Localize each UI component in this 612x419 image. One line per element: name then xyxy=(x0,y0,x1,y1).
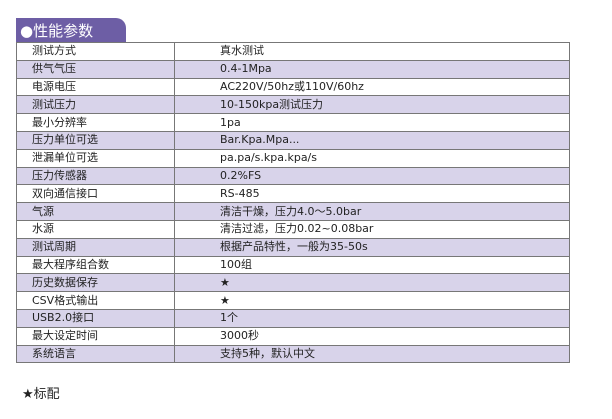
spec-label: 历史数据保存 xyxy=(16,273,175,293)
spec-value: 1个 xyxy=(174,308,570,328)
spec-label: CSV格式输出 xyxy=(16,291,175,310)
spec-label: 供气气压 xyxy=(16,59,175,79)
table-row: 压力传感器 0.2%FS xyxy=(16,166,570,186)
table-row: 历史数据保存 ★ xyxy=(16,273,570,293)
spec-value: 支持5种，默认中文 xyxy=(174,344,570,364)
spec-label: 最大设定时间 xyxy=(16,326,175,346)
spec-value: 0.2%FS xyxy=(174,166,570,186)
spec-table: 测试方式 真水测试 供气气压 0.4-1Mpa 电源电压 AC220V/50hz或110V… xyxy=(16,42,570,364)
table-row: 供气气压 0.4-1Mpa xyxy=(16,59,570,79)
spec-value: 100组 xyxy=(174,255,570,275)
table-row: 气源 清洁干燥，压力4.0～5.0bar xyxy=(16,202,570,221)
spec-value: 1pa xyxy=(174,113,570,132)
footnote: ★标配 xyxy=(22,387,60,402)
table-row: CSV格式输出 ★ xyxy=(16,291,570,310)
table-row: 系统语言 支持5种，默认中文 xyxy=(16,344,570,364)
table-row: USB2.0接口 1个 xyxy=(16,308,570,328)
section-title-tab: ●性能参数 xyxy=(16,18,126,43)
spec-value: 0.4-1Mpa xyxy=(174,59,570,79)
spec-label: 泄漏单位可选 xyxy=(16,148,175,168)
table-row: 最大设定时间 3000秒 xyxy=(16,326,570,346)
table-row: 双向通信接口 RS-485 xyxy=(16,184,570,204)
spec-label: 测试方式 xyxy=(16,42,175,61)
spec-value: pa.pa/s.kpa.kpa/s xyxy=(174,148,570,168)
spec-value: RS-485 xyxy=(174,184,570,204)
spec-label: USB2.0接口 xyxy=(16,308,175,328)
spec-value: 10-150kpa测试压力 xyxy=(174,95,570,115)
spec-label: 测试周期 xyxy=(16,237,175,257)
table-row: 最小分辨率 1pa xyxy=(16,113,570,132)
spec-value: 真水测试 xyxy=(174,42,570,61)
table-row: 最大程序组合数 100组 xyxy=(16,255,570,275)
spec-value: Bar.Kpa.Mpa... xyxy=(174,130,570,150)
spec-label: 最大程序组合数 xyxy=(16,255,175,275)
spec-value: 根据产品特性，一般为35-50s xyxy=(174,237,570,257)
spec-label: 电源电压 xyxy=(16,77,175,97)
spec-label: 水源 xyxy=(16,219,175,239)
table-row: 测试压力 10-150kpa测试压力 xyxy=(16,95,570,115)
spec-value: 3000秒 xyxy=(174,326,570,346)
spec-label: 测试压力 xyxy=(16,95,175,115)
spec-value: ★ xyxy=(174,291,570,310)
spec-label: 系统语言 xyxy=(16,344,175,364)
table-row: 电源电压 AC220V/50hz或110V/60hz xyxy=(16,77,570,97)
spec-value: AC220V/50hz或110V/60hz xyxy=(174,77,570,97)
table-row: 泄漏单位可选 pa.pa/s.kpa.kpa/s xyxy=(16,148,570,168)
spec-value: ★ xyxy=(174,273,570,293)
table-row: 测试周期 根据产品特性，一般为35-50s xyxy=(16,237,570,257)
spec-value: 清洁干燥，压力4.0～5.0bar xyxy=(174,202,570,221)
table-row: 压力单位可选 Bar.Kpa.Mpa... xyxy=(16,130,570,150)
spec-label: 压力传感器 xyxy=(16,166,175,186)
spec-value: 清洁过滤，压力0.02~0.08bar xyxy=(174,219,570,239)
table-row: 测试方式 真水测试 xyxy=(16,42,570,61)
spec-label: 最小分辨率 xyxy=(16,113,175,132)
spec-label: 压力单位可选 xyxy=(16,130,175,150)
table-row: 水源 清洁过滤，压力0.02~0.08bar xyxy=(16,219,570,239)
spec-label: 双向通信接口 xyxy=(16,184,175,204)
spec-label: 气源 xyxy=(16,202,175,221)
